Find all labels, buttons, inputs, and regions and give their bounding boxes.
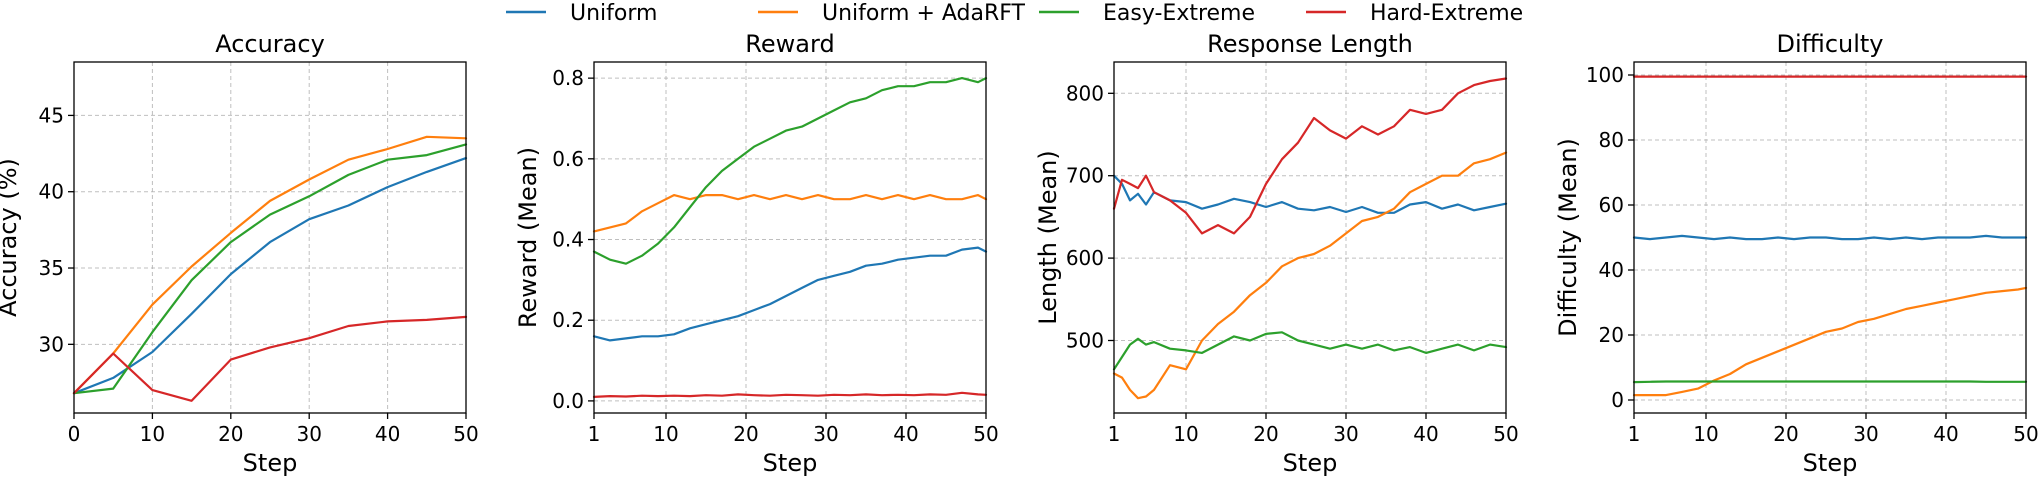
legend-item-uniform: Uniform	[506, 1, 657, 26]
x-tick-label: 30	[1333, 422, 1358, 446]
x-tick-label: 1	[588, 422, 601, 446]
legend: Uniform Uniform + AdaRFT Easy-Extreme Hard-…	[506, 1, 1523, 26]
y-tick-label: 30	[39, 332, 64, 356]
chart-response-length: 1 10 20 30 40 50 500 600 700 800 Response Length St…	[1034, 30, 1519, 477]
series-line-easy-extreme	[1632, 380, 2028, 384]
series-line-uniform	[1112, 174, 1508, 214]
x-tick-label: 40	[1413, 422, 1438, 446]
x-tick-label: 20	[218, 422, 243, 446]
series-line-uniform-adarft	[72, 135, 468, 395]
series-line-uniform-adarft	[592, 194, 988, 233]
x-axis-label: Step	[1803, 449, 1858, 477]
x-tick-label: 20	[733, 422, 758, 446]
y-tick-label: 35	[39, 256, 64, 280]
y-tick-label: 0.0	[552, 389, 584, 413]
plot-frame	[73, 61, 467, 414]
plot-frame	[593, 61, 987, 414]
x-tick-label: 1	[1108, 422, 1121, 446]
plot-frame	[1633, 61, 2027, 414]
y-tick-label: 60	[1599, 193, 1624, 217]
chart-title: Difficulty	[1776, 30, 1883, 58]
series-line-uniform	[72, 157, 468, 395]
x-axis-label: Step	[243, 449, 298, 477]
x-tick-label: 20	[1773, 422, 1798, 446]
legend-item-hard-extreme: Hard-Extreme	[1306, 1, 1523, 26]
chart-reward: 1 10 20 30 40 50 0.0 0.2 0.4 0.6 0.8 Reward Step Rewa…	[514, 30, 999, 477]
series-line-uniform-adarft	[1632, 286, 2028, 397]
y-tick-label: 0.4	[552, 228, 584, 252]
y-tick-label: 0.2	[552, 308, 584, 332]
series-line-hard-extreme	[1112, 77, 1508, 235]
legend-label: Uniform	[570, 1, 657, 26]
y-tick-label: 700	[1066, 164, 1104, 188]
series-line-uniform	[1632, 234, 2028, 241]
y-axis-label: Difficulty (Mean)	[1554, 138, 1582, 337]
legend-label: Easy-Extreme	[1103, 1, 1255, 26]
series-line-easy-extreme	[592, 76, 988, 265]
x-tick-label: 0	[68, 422, 81, 446]
x-tick-label: 50	[453, 422, 478, 446]
y-tick-label: 40	[1599, 258, 1624, 282]
chart-title: Response Length	[1207, 30, 1413, 58]
x-tick-label: 50	[2013, 422, 2038, 446]
series-line-easy-extreme	[72, 143, 468, 395]
legend-label: Uniform + AdaRFT	[822, 1, 1026, 26]
x-tick-label: 30	[813, 422, 838, 446]
y-tick-label: 600	[1066, 246, 1104, 270]
x-tick-label: 1	[1628, 422, 1641, 446]
x-tick-label: 10	[1693, 422, 1718, 446]
y-tick-label: 0.8	[552, 66, 584, 90]
chart-title: Accuracy	[215, 30, 325, 58]
x-tick-label: 10	[1173, 422, 1198, 446]
x-tick-label: 40	[1933, 422, 1958, 446]
legend-item-easy-extreme: Easy-Extreme	[1039, 1, 1255, 26]
y-tick-label: 20	[1599, 323, 1624, 347]
y-tick-label: 45	[39, 103, 64, 127]
chart-difficulty: 1 10 20 30 40 50 0 20 40 60 80 100 Difficulty Step Dif…	[1554, 30, 2039, 477]
y-tick-label: 500	[1066, 328, 1104, 352]
x-tick-label: 50	[973, 422, 998, 446]
x-tick-label: 30	[296, 422, 321, 446]
x-tick-label: 30	[1853, 422, 1878, 446]
chart-accuracy: 0 10 20 30 40 50 30 35 40 45 Accuracy Step Accuracy …	[0, 30, 479, 477]
x-tick-label: 10	[653, 422, 678, 446]
y-axis-label: Accuracy (%)	[0, 158, 22, 317]
y-tick-label: 800	[1066, 81, 1104, 105]
series-line-hard-extreme	[72, 315, 468, 402]
x-tick-label: 20	[1253, 422, 1278, 446]
x-tick-label: 40	[375, 422, 400, 446]
x-tick-label: 10	[140, 422, 165, 446]
y-tick-label: 40	[39, 180, 64, 204]
series-line-uniform-adarft	[1112, 151, 1508, 400]
y-tick-label: 100	[1586, 63, 1624, 87]
y-tick-label: 80	[1599, 128, 1624, 152]
x-tick-label: 40	[893, 422, 918, 446]
series-line-hard-extreme	[592, 391, 988, 398]
y-axis-label: Length (Mean)	[1034, 150, 1062, 325]
chart-title: Reward	[745, 30, 834, 58]
y-tick-label: 0.6	[552, 147, 584, 171]
y-tick-label: 0	[1611, 388, 1624, 412]
legend-label: Hard-Extreme	[1370, 1, 1523, 26]
chart-panels: 0 10 20 30 40 5030354045AccuracyStepAccuracy …	[0, 30, 2039, 477]
x-axis-label: Step	[1283, 449, 1338, 477]
x-tick-label: 50	[1493, 422, 1518, 446]
legend-item-uniform-adarft: Uniform + AdaRFT	[758, 1, 1026, 26]
series-line-easy-extreme	[1112, 331, 1508, 371]
x-axis-label: Step	[763, 449, 818, 477]
y-axis-label: Reward (Mean)	[514, 147, 542, 328]
series-line-uniform	[592, 246, 988, 342]
plot-frame	[1113, 61, 1507, 414]
